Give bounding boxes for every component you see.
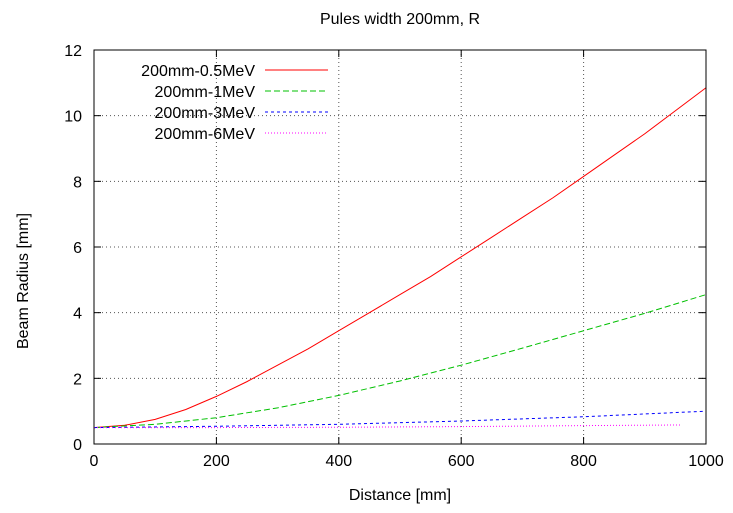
x-tick-label: 600 <box>448 453 475 470</box>
series-line-200mm-1MeV <box>93 294 707 429</box>
x-tick-label: 400 <box>325 453 352 470</box>
legend-label: 200mm-0.5MeV <box>141 63 255 80</box>
y-tick-label: 6 <box>73 240 82 257</box>
series-lines <box>93 87 707 429</box>
series-line-200mm-0.5MeV <box>93 87 707 429</box>
y-axis-label: Beam Radius [mm] <box>15 213 32 349</box>
y-tick-label: 0 <box>73 437 82 454</box>
grid <box>94 50 706 444</box>
x-tick-label: 200 <box>203 453 230 470</box>
y-tick-label: 10 <box>64 109 82 126</box>
legend-label: 200mm-6MeV <box>155 126 256 143</box>
y-tick-label: 2 <box>73 371 82 388</box>
legend-label: 200mm-3MeV <box>155 105 256 122</box>
x-tick-label: 0 <box>90 453 99 470</box>
x-axis-label: Distance [mm] <box>349 487 451 504</box>
axis-ticks: 0 200 400 600 800 1000 0 2 4 6 8 10 12 <box>64 43 724 470</box>
series-line-200mm-3MeV <box>93 410 707 429</box>
series-line-200mm-6MeV <box>94 424 682 429</box>
legend: 200mm-0.5MeV 200mm-1MeV 200mm-3MeV 200mm-6M… <box>141 63 328 143</box>
y-tick-label: 4 <box>73 306 82 323</box>
x-tick-label: 1000 <box>688 453 724 470</box>
chart-title: Pules width 200mm, R <box>320 11 480 28</box>
y-tick-label: 8 <box>73 174 82 191</box>
y-tick-label: 12 <box>64 43 82 60</box>
x-tick-label: 800 <box>570 453 597 470</box>
legend-label: 200mm-1MeV <box>155 84 256 101</box>
